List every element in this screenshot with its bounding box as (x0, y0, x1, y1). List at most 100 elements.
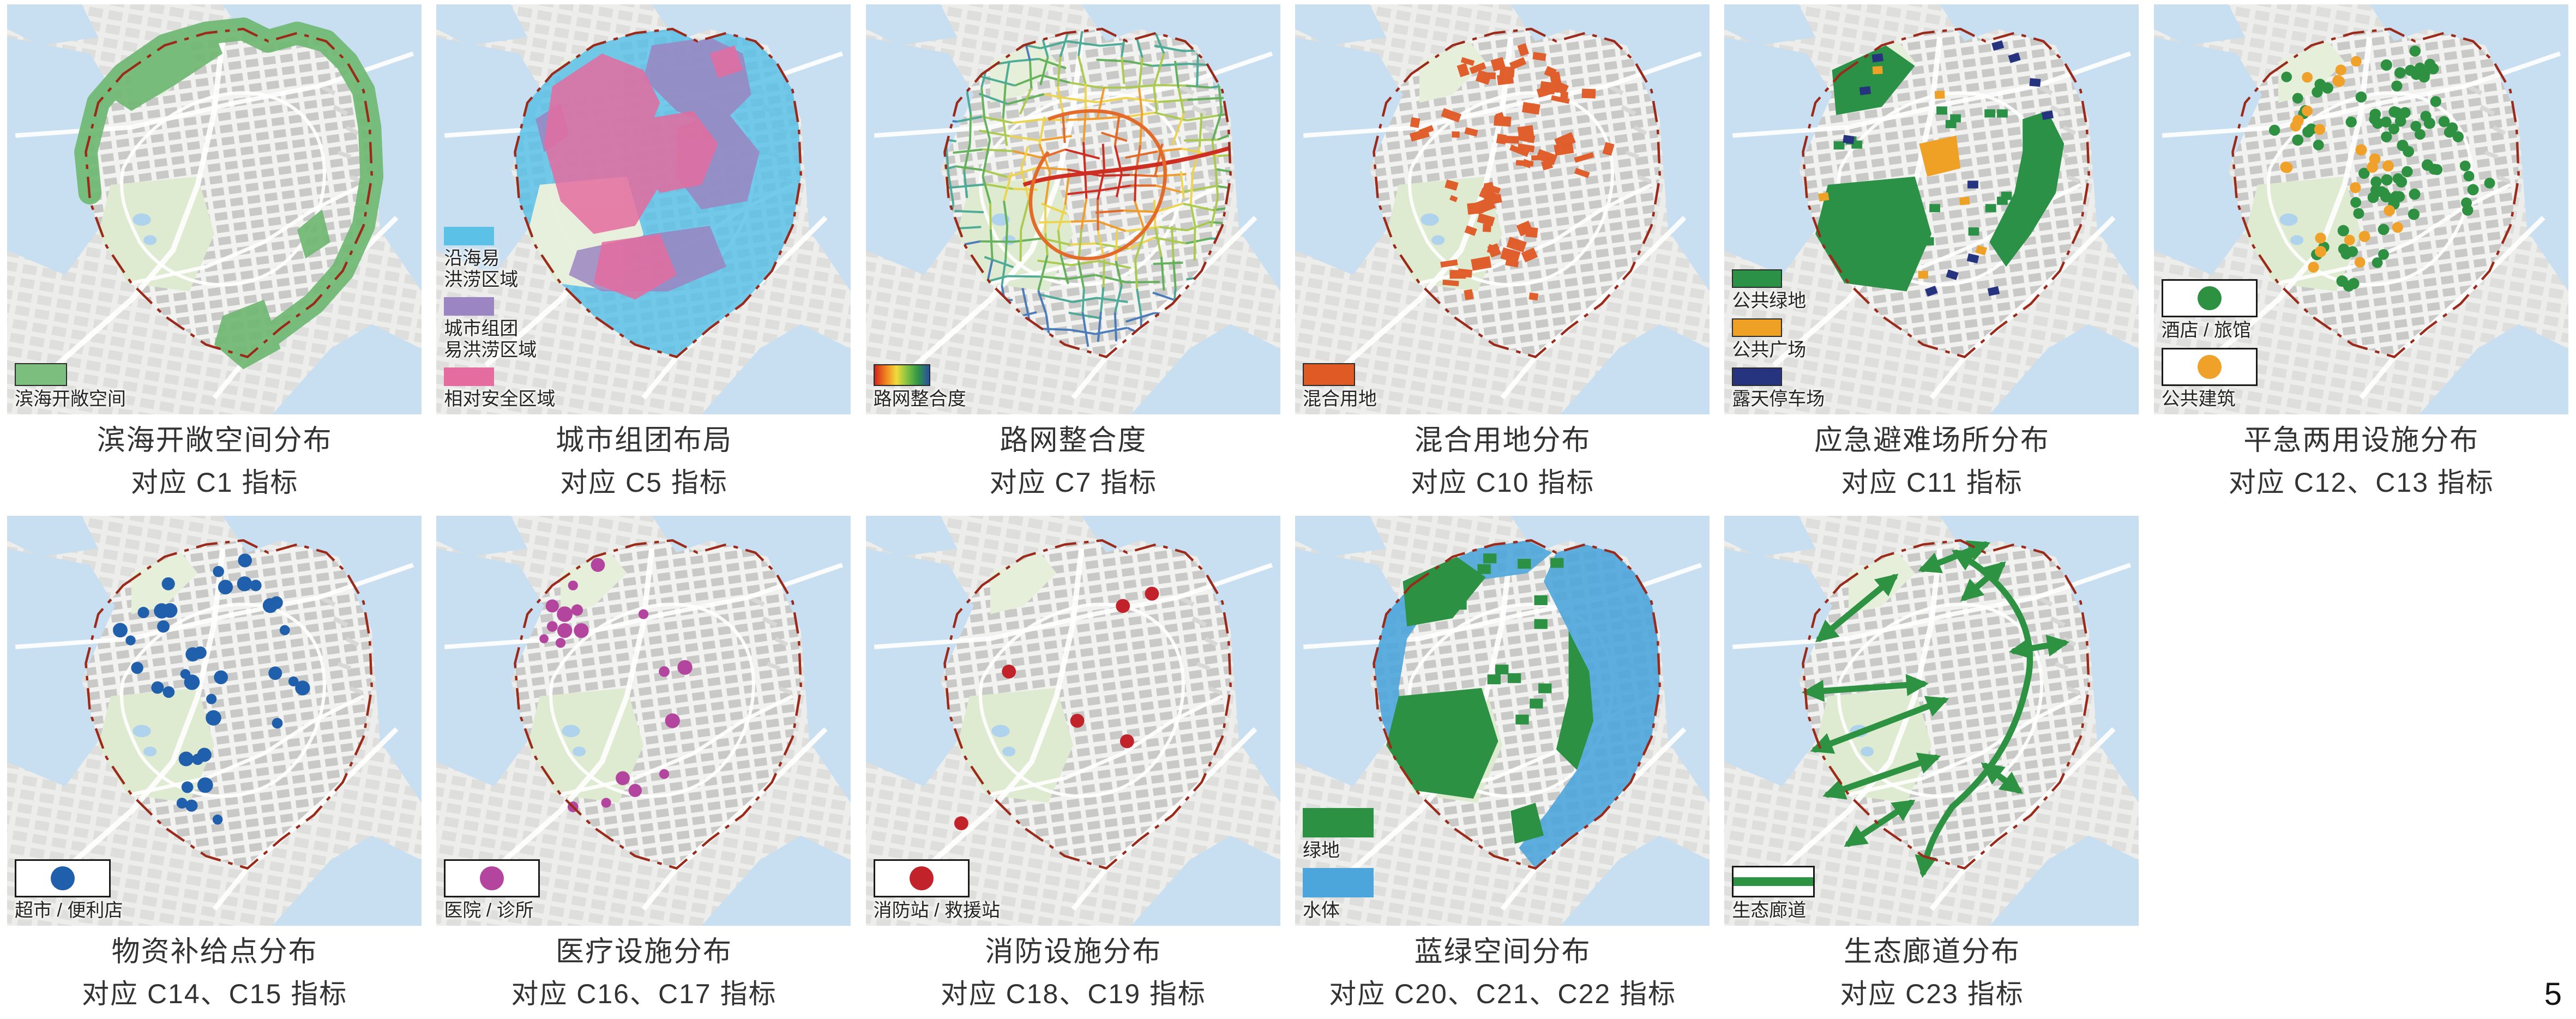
legend-item: 沿海易 洪涝区域 (444, 226, 555, 291)
legend-ecological-corridors: 生态廊道 (1732, 865, 1815, 921)
legend-label: 露天停车场 (1732, 388, 1825, 409)
legend-label: 滨海开敞空间 (15, 388, 126, 409)
caption-indicator: 对应 C18、C19 指标 (940, 979, 1206, 1009)
legend-item: 露天停车场 (1732, 367, 1825, 410)
legend-item: 生态廊道 (1732, 865, 1815, 921)
caption-medical-facilities: 医疗设施分布 对应 C16、C17 指标 (429, 938, 858, 1008)
caption-indicator: 对应 C10 指标 (1410, 467, 1595, 498)
panel-dual-use-facilities: 酒店 / 旅馆 公共建筑 平急两用设施分布 对应 C12、C13 指标 (2147, 0, 2576, 511)
legend-dot-box (2161, 347, 2258, 386)
legend-blue-green-space: 绿地 水体 (1302, 807, 1374, 921)
map-svg-medical-facilities (436, 516, 851, 926)
caption-blue-green-space: 蓝绿空间分布 对应 C20、C21、C22 指标 (1288, 938, 1717, 1008)
map-svg-mixed-use-land (1295, 4, 1710, 414)
caption-title: 蓝绿空间分布 (1414, 936, 1591, 968)
panel-medical-facilities: 医院 / 诊所 医疗设施分布 对应 C16、C17 指标 (429, 511, 858, 1019)
legend-label: 超市 / 便利店 (15, 900, 123, 921)
legend-supply-points: 超市 / 便利店 (15, 859, 123, 921)
caption-title: 平急两用设施分布 (2243, 425, 2479, 456)
map-svg-ecological-corridors (1724, 516, 2139, 926)
page-number: 5 (2544, 976, 2562, 1012)
caption-mixed-use-land: 混合用地分布 对应 C10 指标 (1288, 426, 1717, 496)
caption-indicator: 对应 C23 指标 (1840, 979, 2024, 1009)
caption-indicator: 对应 C11 指标 (1841, 467, 2023, 498)
map-ecological-corridors: 生态廊道 (1724, 516, 2139, 926)
legend-mixed-use-land: 混合用地 (1302, 363, 1377, 410)
caption-title: 滨海开敞空间分布 (97, 425, 333, 456)
legend-label: 医院 / 诊所 (444, 900, 534, 921)
legend-item: 混合用地 (1302, 363, 1377, 410)
caption-title: 消防设施分布 (985, 936, 1162, 968)
legend-dot (51, 866, 75, 890)
panel-road-integration: 路网整合度 路网整合度 对应 C7 指标 (859, 0, 1288, 511)
legend-dot (909, 866, 934, 890)
legend-label: 公共建筑 (2161, 388, 2236, 409)
legend-swatch-urban-clusters (444, 297, 495, 316)
legend-item: 消防站 / 救援站 (873, 859, 1000, 921)
map-coastal-open-space: 滨海开敞空间 (7, 4, 422, 414)
legend-label: 消防站 / 救援站 (873, 900, 1000, 921)
map-svg-supply-points (7, 516, 422, 926)
legend-coastal-open-space: 滨海开敞空间 (15, 363, 126, 410)
legend-dot-box (873, 859, 970, 897)
map-svg-fire-facilities (865, 516, 1280, 926)
panel-blue-green-space: 绿地 水体 蓝绿空间分布 对应 C20、C21、C22 指标 (1288, 511, 1717, 1019)
caption-indicator: 对应 C20、C21、C22 指标 (1329, 979, 1677, 1009)
caption-fire-facilities: 消防设施分布 对应 C18、C19 指标 (859, 938, 1288, 1008)
legend-item: 相对安全区域 (444, 367, 555, 410)
legend-label: 沿海易 洪涝区域 (444, 248, 519, 290)
legend-swatch-emergency-shelters (1732, 318, 1783, 337)
panel-emergency-shelters: 公共绿地 公共广场 露天停车场 应急避难场所分布 对应 C11 指标 (1717, 0, 2146, 511)
map-road-integration: 路网整合度 (865, 4, 1280, 414)
legend-item: 医院 / 诊所 (444, 859, 540, 921)
legend-item: 路网整合度 (873, 364, 966, 410)
legend-dot (2197, 286, 2222, 310)
panel-supply-points: 超市 / 便利店 物资补给点分布 对应 C14、C15 指标 (0, 511, 429, 1019)
caption-title: 应急避难场所分布 (1814, 425, 2050, 456)
map-svg-road-integration (865, 4, 1280, 414)
legend-label: 混合用地 (1302, 388, 1377, 409)
caption-dual-use-facilities: 平急两用设施分布 对应 C12、C13 指标 (2147, 426, 2576, 496)
legend-label: 生态廊道 (1732, 900, 1807, 921)
legend-swatch-emergency-shelters (1732, 367, 1783, 386)
panel-ecological-corridors: 生态廊道 生态廊道分布 对应 C23 指标 (1717, 511, 2146, 1019)
legend-label: 水体 (1302, 900, 1340, 921)
legend-dot-box (2161, 279, 2258, 317)
legend-label: 绿地 (1302, 840, 1340, 861)
legend-label: 路网整合度 (873, 388, 966, 409)
legend-swatch-coastal-open-space (15, 363, 67, 386)
legend-item: 公共绿地 (1732, 269, 1825, 312)
caption-indicator: 对应 C7 指标 (989, 467, 1158, 498)
legend-urban-clusters: 沿海易 洪涝区域 城市组团 易洪涝区域 相对安全区域 (444, 226, 555, 410)
legend-road-integration: 路网整合度 (873, 364, 966, 410)
legend-label: 酒店 / 旅馆 (2161, 319, 2251, 341)
caption-ecological-corridors: 生态廊道分布 对应 C23 指标 (1717, 938, 2146, 1008)
caption-title: 医疗设施分布 (555, 936, 732, 968)
map-supply-points: 超市 / 便利店 (7, 516, 422, 926)
legend-dot-box (15, 859, 111, 897)
legend-item: 酒店 / 旅馆 (2161, 279, 2258, 341)
map-svg-coastal-open-space (7, 4, 422, 414)
caption-title: 生态廊道分布 (1843, 936, 2020, 968)
caption-indicator: 对应 C14、C15 指标 (82, 979, 348, 1009)
caption-indicator: 对应 C12、C13 指标 (2228, 467, 2494, 498)
legend-gradient-bar (873, 364, 930, 386)
map-svg-blue-green-space (1295, 516, 1710, 926)
map-svg-urban-clusters (436, 4, 851, 414)
legend-label: 城市组团 易洪涝区域 (444, 318, 537, 360)
map-blue-green-space: 绿地 水体 (1295, 516, 1710, 926)
legend-swatch-mixed-use-land (1302, 363, 1355, 386)
caption-indicator: 对应 C1 指标 (130, 467, 299, 498)
caption-supply-points: 物资补给点分布 对应 C14、C15 指标 (0, 938, 429, 1008)
map-medical-facilities: 医院 / 诊所 (436, 516, 851, 926)
panel-fire-facilities: 消防站 / 救援站 消防设施分布 对应 C18、C19 指标 (859, 511, 1288, 1019)
legend-dot (2197, 354, 2222, 379)
caption-emergency-shelters: 应急避难场所分布 对应 C11 指标 (1717, 426, 2146, 496)
legend-swatch-urban-clusters (444, 226, 495, 245)
legend-swatch-blue-green-space (1302, 867, 1374, 897)
legend-emergency-shelters: 公共绿地 公共广场 露天停车场 (1732, 269, 1825, 410)
legend-item: 绿地 (1302, 807, 1374, 861)
map-svg-dual-use-facilities (2153, 4, 2568, 414)
